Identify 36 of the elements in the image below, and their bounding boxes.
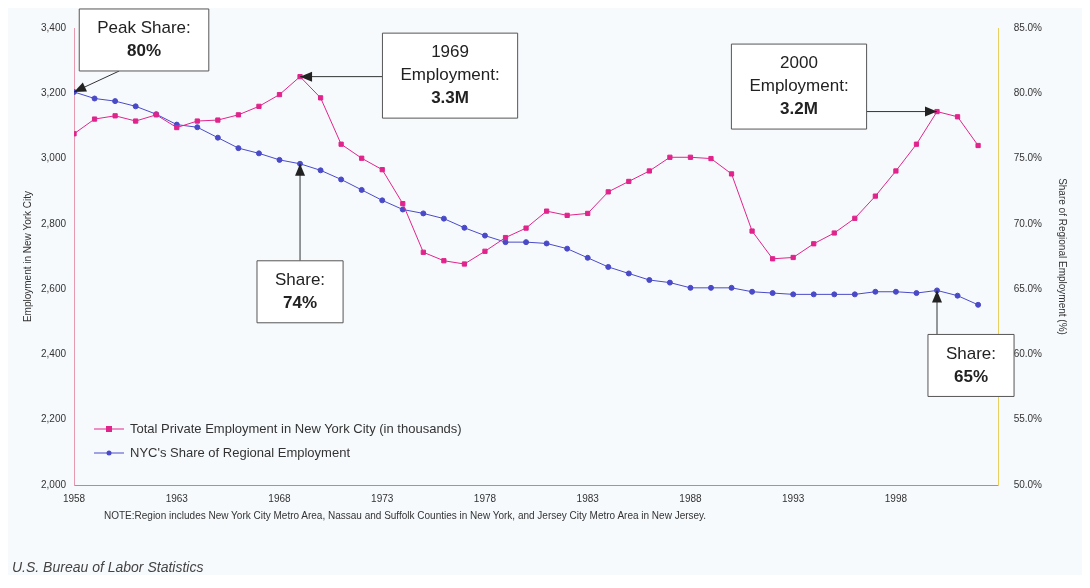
x-tick-label: 1983 [576,492,600,504]
y-tick-label: 2,800 [40,217,67,229]
x-tick-label: 1963 [165,492,189,504]
y-tick-label: 2,200 [40,413,67,425]
x-tick-label: 1973 [371,492,394,504]
x-tick-label: 1958 [62,492,86,504]
annotation: 2000 Employment: 3.2M [749,53,849,119]
legend-label: Total Private Employment in New York City (in thousands) [130,420,462,436]
y2-axis-title: Share of Regional Employment (%) [1057,178,1069,335]
annotation: Share: 65% [945,343,997,386]
y2-tick-label: 80.0% [1013,87,1043,99]
y2-tick-label: 65.0% [1013,282,1043,294]
x-tick-label: 1978 [473,492,497,504]
y-axis-title: Employment in New York City [21,190,33,323]
y-tick-label: 3,200 [40,87,67,99]
legend-label: NYC's Share of Regional Employment [130,444,351,460]
annotation: 1969 Employment: 3.3M [400,42,500,108]
x-tick-label: 1968 [268,492,292,504]
y-tick-label: 3,400 [40,21,67,33]
y2-tick-label: 75.0% [1013,152,1043,164]
y-tick-label: 2,400 [40,348,67,360]
y2-tick-label: 55.0% [1013,413,1043,425]
annotation: Peak Share: 80% [97,18,191,61]
annotation: Share: 74% [275,269,326,312]
y2-tick-label: 85.0% [1013,21,1043,33]
x-tick-label: 1988 [679,492,702,504]
y-tick-label: 2,000 [40,478,67,490]
x-tick-label: 1993 [782,492,805,504]
x-tick-label: 1998 [884,492,908,504]
y2-tick-label: 70.0% [1013,217,1043,229]
text: NOTE:Region includes New York City Metro Area, Nassau and Suffolk Counties in New York, and Jersey City Metro Area in New Jersey. [104,510,708,521]
y-tick-label: 2,600 [40,282,67,294]
y-tick-label: 3,000 [40,152,67,164]
y2-tick-label: 50.0% [1013,478,1043,490]
text: U.S. Bureau of Labor Statistics [12,559,205,575]
y2-tick-label: 60.0% [1013,348,1043,360]
